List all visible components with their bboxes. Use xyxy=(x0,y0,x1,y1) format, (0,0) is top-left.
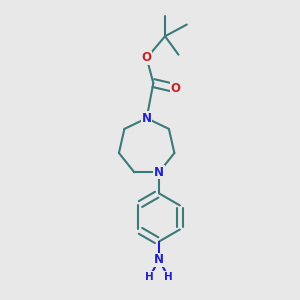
Text: N: N xyxy=(154,254,164,266)
Text: N: N xyxy=(142,112,152,125)
Text: H: H xyxy=(164,272,173,282)
Text: O: O xyxy=(170,82,180,94)
Text: O: O xyxy=(142,52,152,64)
Text: H: H xyxy=(145,272,154,282)
Text: N: N xyxy=(154,166,164,179)
